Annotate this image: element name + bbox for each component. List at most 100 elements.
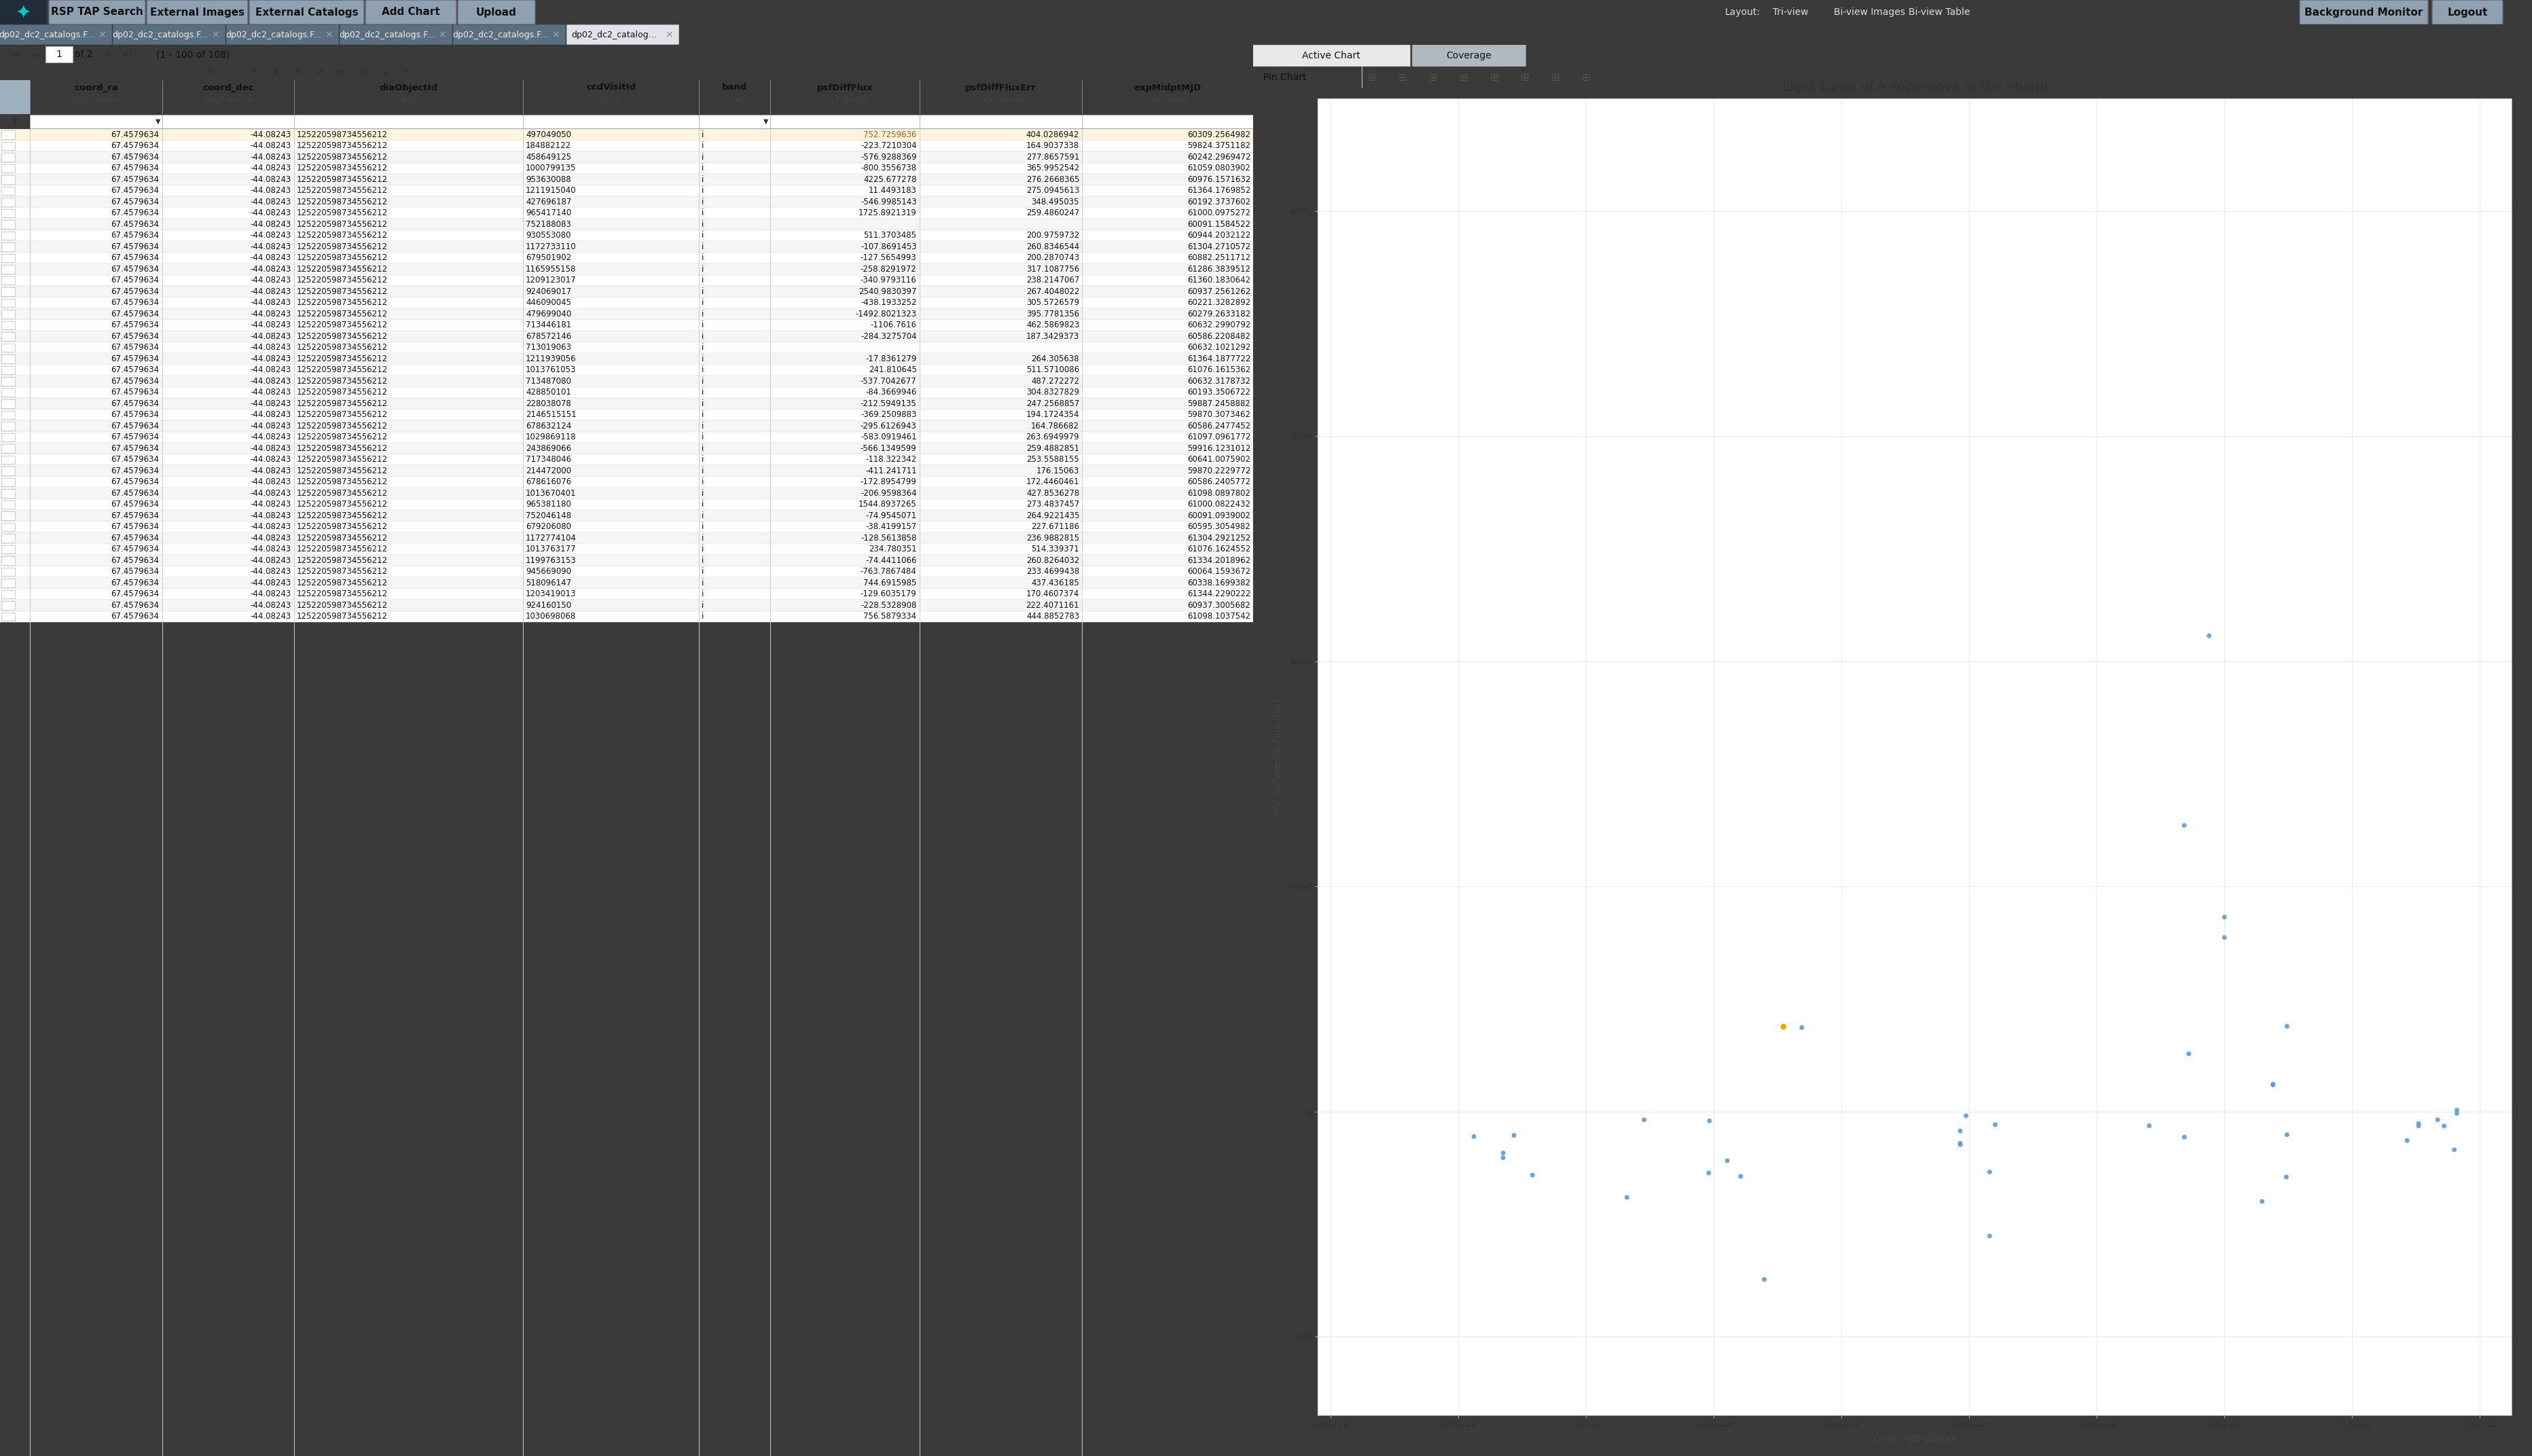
Bar bbox=[0, 577, 1253, 588]
Text: 125220598734556212: 125220598734556212 bbox=[296, 533, 387, 543]
Text: 227.671186: 227.671186 bbox=[1031, 523, 1079, 531]
Text: 125220598734556212: 125220598734556212 bbox=[296, 601, 387, 610]
Text: 67.4579634: 67.4579634 bbox=[111, 523, 160, 531]
Text: -284.3275704: -284.3275704 bbox=[861, 332, 917, 341]
Text: 965417140: 965417140 bbox=[527, 208, 572, 217]
Text: ▼: ▼ bbox=[273, 67, 279, 76]
Text: ⇅: ⇅ bbox=[228, 67, 235, 76]
Text: 60944.2032122: 60944.2032122 bbox=[1188, 232, 1251, 240]
Text: ⊞: ⊞ bbox=[1428, 73, 1438, 83]
Text: -369.2509883: -369.2509883 bbox=[861, 411, 917, 419]
Text: -44.08243: -44.08243 bbox=[251, 444, 291, 453]
Text: 61097.0961772: 61097.0961772 bbox=[1188, 432, 1251, 441]
Text: -44.08243: -44.08243 bbox=[251, 399, 291, 408]
Bar bbox=[0, 342, 30, 354]
FancyBboxPatch shape bbox=[3, 432, 15, 441]
Text: 125220598734556212: 125220598734556212 bbox=[296, 175, 387, 183]
Bar bbox=[0, 130, 1253, 140]
Text: 67.4579634: 67.4579634 bbox=[111, 432, 160, 441]
Text: RSP TAP Search: RSP TAP Search bbox=[51, 7, 144, 17]
Text: 125220598734556212: 125220598734556212 bbox=[296, 232, 387, 240]
Bar bbox=[0, 230, 1253, 242]
Text: 304.8327829: 304.8327829 bbox=[1025, 387, 1079, 397]
Text: 67.4579634: 67.4579634 bbox=[111, 253, 160, 262]
Text: 1544.8937265: 1544.8937265 bbox=[858, 499, 917, 508]
Text: 67.4579634: 67.4579634 bbox=[111, 344, 160, 352]
Text: 200.2870743: 200.2870743 bbox=[1025, 253, 1079, 262]
Text: 67.4579634: 67.4579634 bbox=[111, 175, 160, 183]
Text: 59916.1231012: 59916.1231012 bbox=[1188, 444, 1251, 453]
Text: 243869066: 243869066 bbox=[527, 444, 572, 453]
Text: -44.08243: -44.08243 bbox=[251, 533, 291, 543]
Text: 444.8852783: 444.8852783 bbox=[1025, 612, 1079, 620]
Bar bbox=[0, 409, 1253, 421]
Point bbox=[1940, 1120, 1980, 1143]
Text: 264.305638: 264.305638 bbox=[1031, 354, 1079, 363]
Text: -44.08243: -44.08243 bbox=[251, 232, 291, 240]
FancyBboxPatch shape bbox=[1413, 45, 1527, 67]
Bar bbox=[0, 151, 30, 163]
Text: -44.08243: -44.08243 bbox=[251, 253, 291, 262]
Bar bbox=[0, 488, 1253, 499]
Text: -44.08243: -44.08243 bbox=[251, 287, 291, 296]
FancyBboxPatch shape bbox=[3, 208, 15, 217]
Text: -44.08243: -44.08243 bbox=[251, 478, 291, 486]
Text: ⊞: ⊞ bbox=[1491, 73, 1499, 83]
Text: 125220598734556212: 125220598734556212 bbox=[296, 456, 387, 464]
Text: 125220598734556212: 125220598734556212 bbox=[296, 377, 387, 386]
Text: Bi-view Table: Bi-view Table bbox=[1909, 7, 1970, 17]
Bar bbox=[0, 431, 30, 443]
FancyBboxPatch shape bbox=[3, 131, 15, 138]
Text: -44.08243: -44.08243 bbox=[251, 456, 291, 464]
Text: ⊞: ⊞ bbox=[1398, 73, 1408, 83]
Point bbox=[2266, 1123, 2307, 1146]
Bar bbox=[0, 197, 30, 207]
Bar bbox=[0, 387, 1253, 397]
Point bbox=[1707, 1149, 1747, 1172]
Text: 717348046: 717348046 bbox=[527, 456, 572, 464]
FancyBboxPatch shape bbox=[3, 141, 15, 150]
Text: 125220598734556212: 125220598734556212 bbox=[296, 208, 387, 217]
Point bbox=[2418, 1108, 2459, 1131]
Text: 1172774104: 1172774104 bbox=[527, 533, 577, 543]
Text: 67.4579634: 67.4579634 bbox=[111, 354, 160, 363]
Text: -44.08243: -44.08243 bbox=[251, 489, 291, 498]
FancyBboxPatch shape bbox=[46, 47, 73, 63]
Text: 1209123017: 1209123017 bbox=[527, 275, 577, 285]
Bar bbox=[0, 510, 30, 521]
FancyBboxPatch shape bbox=[3, 165, 15, 172]
Bar bbox=[0, 0, 46, 25]
Text: 273.4837457: 273.4837457 bbox=[1025, 499, 1079, 508]
Text: 678632124: 678632124 bbox=[527, 422, 572, 431]
Point bbox=[2167, 1042, 2208, 1066]
Text: 1: 1 bbox=[56, 50, 63, 60]
Text: 125220598734556212: 125220598734556212 bbox=[296, 242, 387, 250]
Text: 125220598734556212: 125220598734556212 bbox=[296, 422, 387, 431]
Point bbox=[1945, 1104, 1985, 1127]
Text: -44.08243: -44.08243 bbox=[251, 153, 291, 162]
FancyBboxPatch shape bbox=[225, 25, 339, 45]
Text: 67.4579634: 67.4579634 bbox=[111, 198, 160, 207]
Text: 2540.9830397: 2540.9830397 bbox=[858, 287, 917, 296]
Text: 267.4048022: 267.4048022 bbox=[1025, 287, 1079, 296]
Text: ⊠: ⊠ bbox=[316, 67, 322, 76]
Text: 953630088: 953630088 bbox=[527, 175, 570, 183]
Point bbox=[2253, 1073, 2294, 1096]
Text: 187.3429373: 187.3429373 bbox=[1025, 332, 1079, 341]
Bar bbox=[0, 163, 1253, 173]
Point bbox=[2398, 1112, 2438, 1136]
Text: 61364.1769852: 61364.1769852 bbox=[1188, 186, 1251, 195]
Text: -44.08243: -44.08243 bbox=[251, 130, 291, 138]
FancyBboxPatch shape bbox=[3, 320, 15, 329]
FancyBboxPatch shape bbox=[770, 115, 919, 128]
Bar bbox=[0, 309, 30, 319]
Text: 348.495035: 348.495035 bbox=[1031, 198, 1079, 207]
FancyBboxPatch shape bbox=[30, 115, 162, 128]
Text: 125220598734556212: 125220598734556212 bbox=[296, 478, 387, 486]
Text: 125220598734556212: 125220598734556212 bbox=[296, 344, 387, 352]
Bar bbox=[0, 555, 30, 566]
Text: 67.4579634: 67.4579634 bbox=[111, 141, 160, 150]
FancyBboxPatch shape bbox=[3, 175, 15, 183]
Text: 67.4579634: 67.4579634 bbox=[111, 478, 160, 486]
Text: 61000.0822432: 61000.0822432 bbox=[1188, 499, 1251, 508]
